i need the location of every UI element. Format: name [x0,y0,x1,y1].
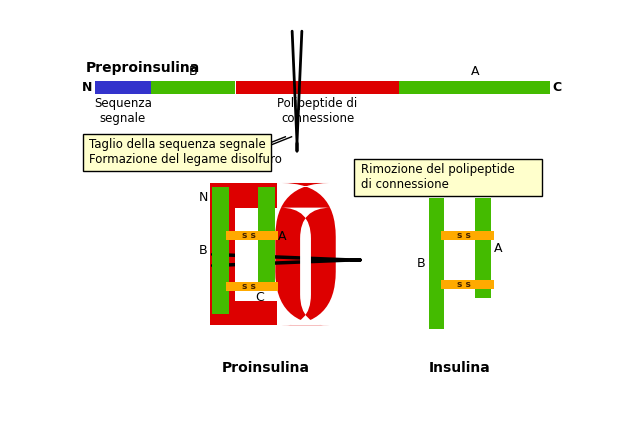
Bar [429,198,444,329]
FancyBboxPatch shape [355,159,542,196]
FancyBboxPatch shape [280,207,331,326]
Bar [259,187,275,287]
Bar [226,231,278,240]
Text: s s: s s [242,282,256,291]
Text: s s: s s [458,280,471,289]
Text: B: B [189,65,198,78]
Text: s s: s s [242,231,256,240]
Bar [236,81,399,94]
Text: C: C [553,81,562,94]
Bar [235,207,260,301]
Text: N: N [82,81,92,94]
Bar [399,81,550,94]
Text: B: B [199,244,208,257]
Bar [151,81,235,94]
Bar [227,183,277,207]
Text: A: A [278,230,287,243]
Text: B: B [416,257,425,270]
Text: A: A [494,242,502,255]
FancyBboxPatch shape [83,135,271,171]
Text: Polipeptide di
connessione: Polipeptide di connessione [277,97,358,125]
Text: A: A [470,65,479,78]
Bar [210,183,235,326]
Bar [95,81,151,94]
Bar [212,187,229,314]
FancyBboxPatch shape [275,183,336,326]
Text: Sequenza
segnale: Sequenza segnale [94,97,152,125]
Text: Insulina: Insulina [429,361,491,375]
Text: C: C [255,291,264,304]
Bar [441,280,494,289]
Bar [226,282,278,291]
Text: s s: s s [458,231,471,240]
Text: Proinsulina: Proinsulina [222,361,310,375]
Bar [441,231,494,240]
Bar [476,198,491,299]
Bar [210,301,277,326]
Text: Rimozione del polipeptide
di connessione: Rimozione del polipeptide di connessione [360,163,515,191]
Text: Taglio della sequenza segnale
Formazione del legame disolfuro: Taglio della sequenza segnale Formazione… [90,138,282,166]
Text: N: N [198,191,208,204]
Text: Preproinsulina: Preproinsulina [86,61,200,76]
